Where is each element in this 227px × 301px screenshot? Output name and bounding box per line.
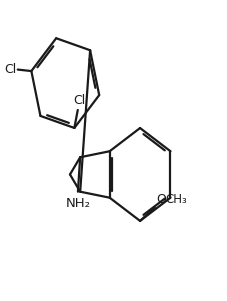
Text: O: O xyxy=(155,193,165,206)
Text: Cl: Cl xyxy=(72,94,85,107)
Text: NH₂: NH₂ xyxy=(65,197,90,210)
Text: Cl: Cl xyxy=(4,63,17,76)
Text: CH₃: CH₃ xyxy=(164,193,186,206)
